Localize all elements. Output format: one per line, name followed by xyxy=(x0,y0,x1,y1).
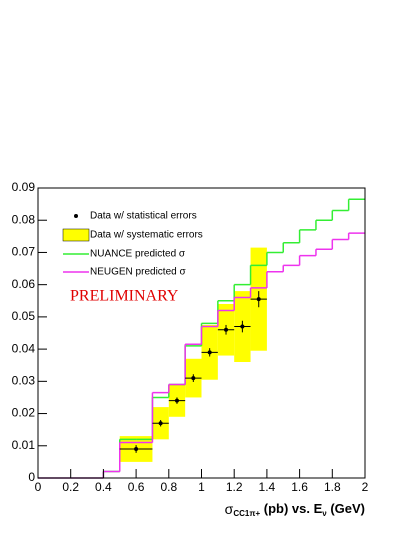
x-label-part: σ xyxy=(225,501,234,517)
x-tick-label: 0.8 xyxy=(160,480,177,494)
annotation: PRELIMINARY xyxy=(70,288,179,305)
y-tick-label: 0.07 xyxy=(12,245,36,259)
legend-marker xyxy=(74,214,78,218)
legend-label: NUANCE predicted σ xyxy=(90,249,186,260)
x-label-part: (GeV) xyxy=(327,501,365,516)
x-tick-label: 0.6 xyxy=(128,480,145,494)
x-label-part: ν xyxy=(322,509,327,518)
y-tick-label: 0.06 xyxy=(12,277,36,291)
x-tick-label: 0.4 xyxy=(95,480,112,494)
x-tick-label: 1 xyxy=(198,480,205,494)
data-point xyxy=(158,421,163,426)
data-point xyxy=(134,447,139,451)
data-point xyxy=(174,398,179,403)
y-tick-label: 0.03 xyxy=(12,374,36,388)
x-label-part: (pb) vs. E xyxy=(260,501,322,516)
legend-label: Data w/ systematic errors xyxy=(90,230,203,241)
legend-marker xyxy=(62,228,90,242)
y-tick-label: 0 xyxy=(28,470,35,484)
y-tick-label: 0.09 xyxy=(12,180,36,194)
data-point xyxy=(191,376,196,381)
y-tick-label: 0.01 xyxy=(12,438,36,452)
legend-label: Data w/ statistical errors xyxy=(90,211,197,222)
legend-label: NEUGEN predicted σ xyxy=(90,267,186,278)
x-label-part: CC1π+ xyxy=(233,509,260,518)
data-point xyxy=(256,297,261,302)
x-tick-label: 1.8 xyxy=(324,480,341,494)
x-tick-label: 1.4 xyxy=(259,480,276,494)
y-tick-label: 0.04 xyxy=(12,341,36,355)
data-point xyxy=(224,327,229,332)
data-point xyxy=(240,324,245,329)
y-tick-label: 0.05 xyxy=(12,309,36,323)
y-tick-label: 0.02 xyxy=(12,406,36,420)
x-axis-label: σCC1π+ (pb) vs. Eν (GeV) xyxy=(225,501,365,518)
x-tick-label: 1.2 xyxy=(226,480,243,494)
y-tick-label: 0.08 xyxy=(12,212,36,226)
x-tick-label: 2 xyxy=(362,480,369,494)
data-point xyxy=(207,350,212,355)
x-tick-label: 0 xyxy=(35,480,42,494)
x-tick-label: 0.2 xyxy=(62,480,79,494)
x-tick-label: 1.6 xyxy=(291,480,308,494)
